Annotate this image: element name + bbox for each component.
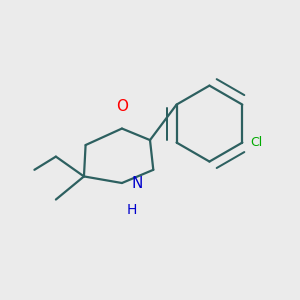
Text: Cl: Cl [250,136,263,149]
Text: O: O [116,99,128,114]
Text: H: H [127,203,137,217]
Text: N: N [132,176,143,190]
